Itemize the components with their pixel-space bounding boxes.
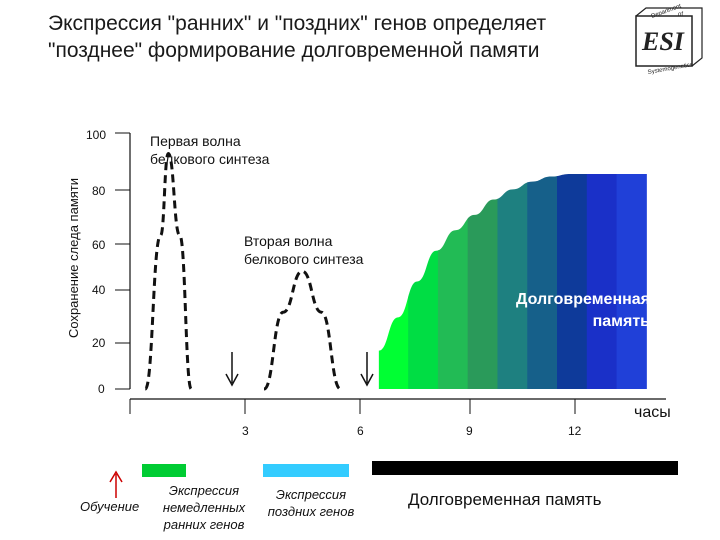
y-tick-100: 100 bbox=[86, 128, 107, 142]
gradient-band bbox=[616, 173, 647, 389]
gradient-band bbox=[408, 173, 439, 389]
first-wave-label: Первая волна белкового синтеза bbox=[150, 133, 270, 167]
x-tick-12: 12 bbox=[568, 424, 582, 438]
gradient-band bbox=[586, 173, 618, 389]
slide-title: Экспрессия "ранних" и "поздних" генов оп… bbox=[48, 12, 547, 62]
y-tick-40: 40 bbox=[92, 283, 106, 297]
x-tick-3: 3 bbox=[242, 424, 249, 438]
long-term-memory-legend-label: Долговременная память bbox=[408, 490, 602, 509]
y-tick-0: 0 bbox=[98, 382, 105, 396]
gradient-band bbox=[527, 173, 559, 389]
long-term-memory-label: Долговременная память bbox=[516, 291, 650, 330]
y-tick-20: 20 bbox=[92, 336, 106, 350]
first-wave-curve bbox=[143, 151, 193, 391]
learning-label: Обучение bbox=[80, 499, 140, 514]
learning-arrow bbox=[109, 470, 123, 498]
gradient-band bbox=[437, 173, 469, 389]
x-tick-9: 9 bbox=[466, 424, 473, 438]
logo-of: of bbox=[678, 12, 683, 18]
late-genes-label: Экспрессия поздних генов bbox=[267, 487, 355, 519]
y-tick-60: 60 bbox=[92, 238, 106, 252]
x-tick-6: 6 bbox=[357, 424, 364, 438]
long-term-memory-bar bbox=[372, 461, 678, 475]
late-genes-bar bbox=[263, 464, 349, 477]
gradient-band bbox=[467, 173, 499, 389]
early-genes-label: Экспрессия немедленных ранних генов bbox=[162, 483, 246, 532]
x-axis-unit: часы bbox=[634, 404, 671, 421]
gradient-band bbox=[378, 173, 410, 389]
second-wave-label: Вторая волна белкового синтеза bbox=[244, 233, 364, 267]
second-wave-curve bbox=[262, 269, 343, 391]
legend-bars bbox=[142, 461, 678, 477]
y-tick-80: 80 bbox=[92, 184, 106, 198]
down-arrow-2 bbox=[360, 352, 374, 387]
gradient-band bbox=[557, 173, 588, 389]
logo-text: ESI bbox=[641, 27, 685, 56]
long-term-memory-area bbox=[378, 173, 647, 389]
down-arrow-1 bbox=[225, 352, 239, 387]
early-genes-bar bbox=[142, 464, 186, 477]
gradient-band bbox=[497, 173, 529, 389]
esi-logo: ESI Department of Systemogenetics bbox=[635, 3, 703, 76]
